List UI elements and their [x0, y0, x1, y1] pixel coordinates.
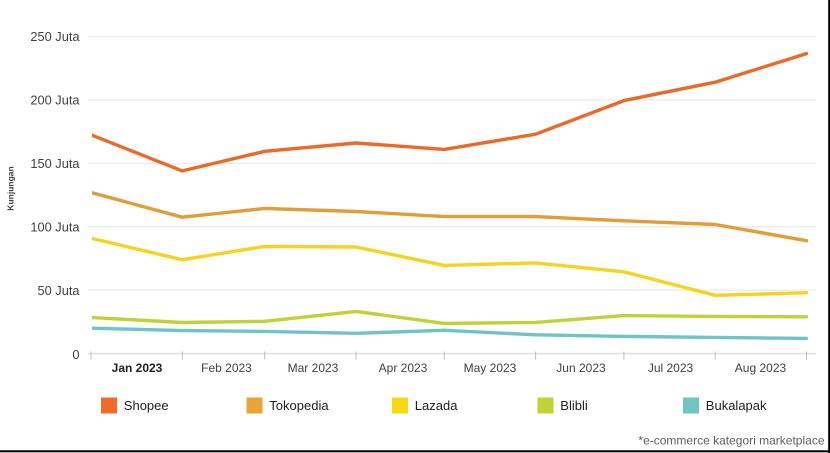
svg-text:Shopee: Shopee: [124, 398, 169, 413]
svg-text:Feb 2023: Feb 2023: [201, 361, 252, 375]
svg-text:Blibli: Blibli: [560, 398, 588, 413]
svg-text:250 Juta: 250 Juta: [30, 29, 80, 44]
svg-text:Tokopedia: Tokopedia: [269, 398, 329, 413]
svg-text:May 2023: May 2023: [464, 361, 517, 375]
svg-text:50 Juta: 50 Juta: [38, 283, 81, 298]
svg-text:*e-commerce kategori marketpla: *e-commerce kategori marketplace: [638, 434, 824, 448]
svg-text:0: 0: [72, 347, 79, 362]
svg-text:Mar 2023: Mar 2023: [288, 361, 339, 375]
svg-text:Apr 2023: Apr 2023: [379, 361, 428, 375]
svg-text:150 Juta: 150 Juta: [30, 156, 80, 171]
svg-text:Aug 2023: Aug 2023: [735, 361, 787, 375]
svg-text:Bukalapak: Bukalapak: [706, 398, 767, 413]
svg-text:Kunjungan: Kunjungan: [6, 166, 16, 210]
svg-text:Jun 2023: Jun 2023: [556, 361, 606, 375]
svg-text:Jul 2023: Jul 2023: [648, 361, 694, 375]
svg-text:Lazada: Lazada: [415, 398, 458, 413]
svg-text:100 Juta: 100 Juta: [30, 219, 80, 234]
svg-text:200 Juta: 200 Juta: [30, 93, 80, 108]
svg-text:Jan 2023: Jan 2023: [112, 361, 163, 375]
